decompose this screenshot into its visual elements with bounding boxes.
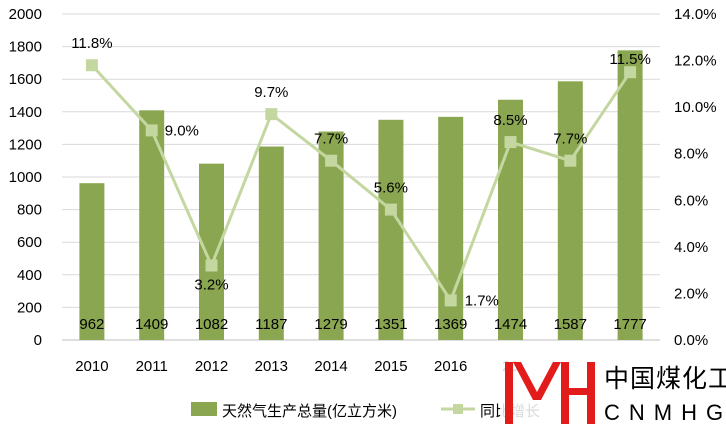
bar-value-label: 1187 [255, 316, 287, 333]
logo-latin-text: CNMHG [604, 400, 726, 425]
bar-value-label: 1409 [135, 316, 168, 333]
left-axis-tick-label: 400 [17, 267, 42, 284]
right-axis-tick-label: 6.0% [674, 192, 708, 209]
x-axis-ticks: 201020112012201320142015201620 [75, 358, 519, 375]
line-value-label: 11.8% [71, 35, 112, 52]
logo-mark [505, 362, 595, 424]
bar-series [79, 50, 643, 340]
bar-value-label: 1351 [374, 316, 407, 333]
legend-swatch-marker [453, 404, 463, 414]
left-axis-ticks: 0 200 400 600 800 1000 1200 1400 1600 1800 2000 [9, 6, 42, 349]
left-axis-tick-label: 1200 [9, 136, 42, 153]
line-path [90, 64, 632, 304]
bar [557, 81, 583, 340]
x-axis-tick-label: 2013 [255, 358, 288, 375]
watermark-logo: 中国煤化工 CNMHG [500, 352, 726, 429]
bar [378, 119, 404, 340]
line-marker [384, 203, 397, 216]
left-axis-tick-label: 1600 [9, 71, 42, 88]
bar-value-label: 1279 [314, 316, 347, 333]
line-value-label: 8.5% [493, 112, 527, 129]
bar-value-label: 962 [79, 316, 104, 333]
line-value-label: 11.5% [609, 51, 650, 68]
line-data-labels: 11.8% 9.0% 3.2% 9.7% 7.7% 5.6% 1.7% 8.5% 7.7% 11.… [71, 35, 651, 309]
line-marker [444, 294, 457, 307]
legend-swatch-bar [191, 402, 217, 416]
line-marker [564, 154, 577, 167]
x-axis-tick-label: 2011 [136, 358, 168, 375]
right-axis-tick-label: 8.0% [674, 146, 708, 163]
left-axis-tick-label: 1000 [9, 169, 42, 186]
line-marker [504, 136, 517, 149]
right-axis-tick-label: 14.0% [674, 6, 717, 23]
right-axis-tick-label: 12.0% [674, 53, 717, 70]
line-value-label: 9.0% [165, 122, 199, 139]
line-value-label: 7.7% [314, 131, 348, 148]
left-axis-tick-label: 200 [17, 299, 42, 316]
bar [258, 146, 284, 340]
left-axis-tick-label: 800 [17, 202, 42, 219]
left-axis-tick-label: 0 [34, 332, 42, 349]
logo-backdrop [500, 352, 726, 429]
bar-value-label: 1474 [494, 316, 527, 333]
left-axis-tick-label: 2000 [9, 6, 42, 23]
x-axis-tick-label: 2015 [374, 358, 407, 375]
x-axis-tick-label: 2010 [75, 358, 108, 375]
line-value-label: 5.6% [374, 180, 408, 197]
line-value-label: 1.7% [465, 292, 499, 309]
line-marker [145, 124, 158, 137]
line-value-label: 9.7% [254, 84, 288, 101]
left-axis-tick-label: 1800 [9, 39, 42, 56]
line-marker [205, 259, 218, 272]
x-axis-tick-label: 2016 [434, 358, 467, 375]
bar-value-label: 1369 [434, 316, 467, 333]
x-axis-tick-label: 2012 [195, 358, 228, 375]
bar [79, 183, 105, 340]
bar [498, 99, 523, 340]
right-axis-tick-label: 2.0% [674, 285, 708, 302]
left-axis-tick-label: 600 [17, 234, 42, 251]
line-value-label: 7.7% [553, 131, 587, 148]
right-axis-ticks: 0.0% 2.0% 4.0% 6.0% 8.0% 10.0% 12.0% 14.0% [674, 6, 717, 349]
right-axis-tick-label: 4.0% [674, 239, 708, 256]
left-axis-tick-label: 1400 [9, 104, 42, 121]
legend-label-bar: 天然气生产总量(亿立方米) [222, 403, 397, 420]
right-axis-tick-label: 0.0% [674, 332, 708, 349]
line-value-label: 3.2% [194, 276, 228, 293]
bar-value-label: 1587 [554, 316, 587, 333]
right-axis-tick-label: 10.0% [674, 99, 717, 116]
x-axis-tick-label: 2014 [314, 358, 347, 375]
legend: 天然气生产总量(亿立方米) 同比增长 [191, 402, 540, 420]
line-marker [265, 108, 278, 121]
bar [438, 116, 464, 340]
bar-value-label: 1777 [613, 316, 646, 333]
bar [139, 110, 165, 340]
bar [617, 50, 643, 340]
line-marker [624, 66, 637, 79]
bar [199, 163, 224, 340]
line-marker [325, 154, 338, 167]
bar-data-labels: 962 1409 1082 1187 1279 1351 1369 1474 1587 1777 [79, 316, 646, 333]
logo-chinese-text: 中国煤化工 [604, 365, 726, 393]
line-marker [85, 59, 98, 72]
bar-value-label: 1082 [195, 316, 228, 333]
line-series [85, 59, 637, 307]
